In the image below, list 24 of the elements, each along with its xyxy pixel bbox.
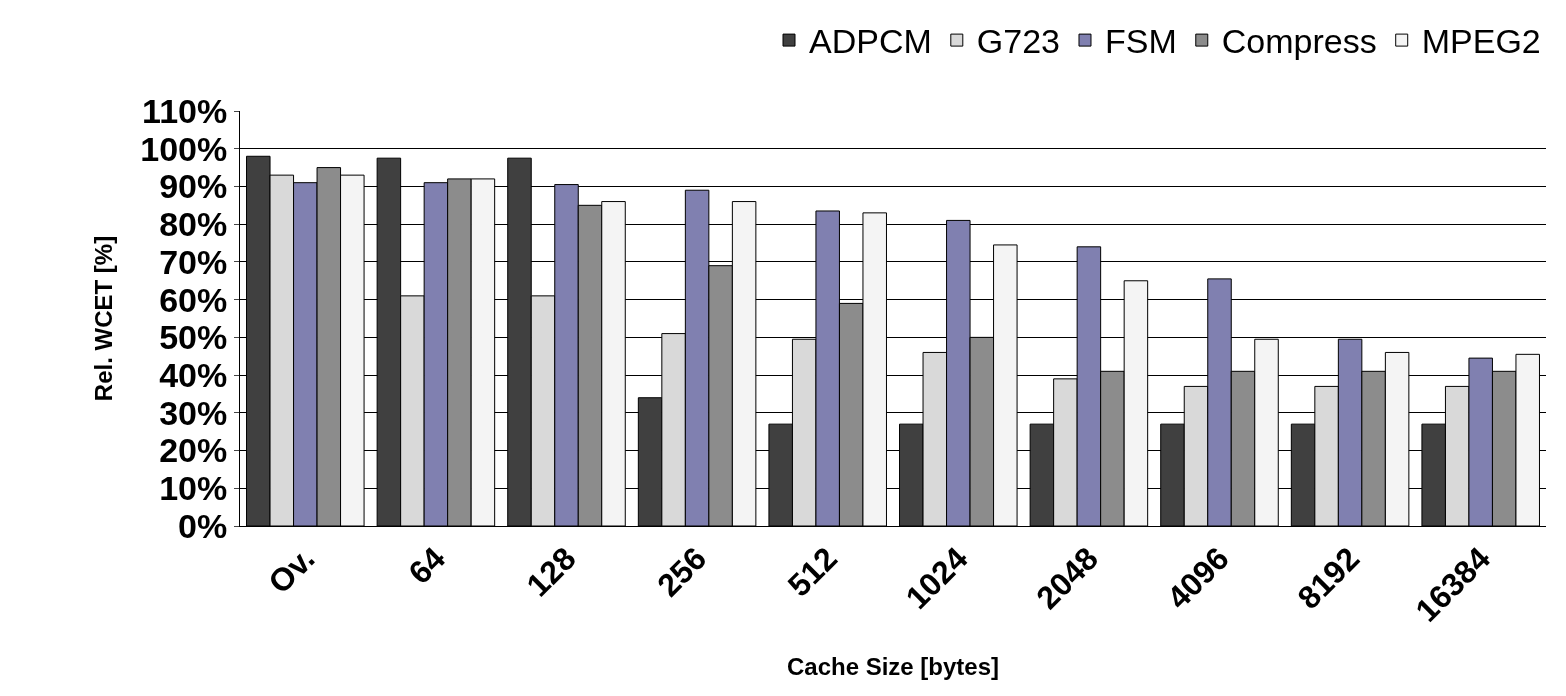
- x-tick-label: 512: [780, 540, 844, 604]
- y-tick-label: 10%: [159, 469, 228, 508]
- y-axis-title: Rel. WCET [%]: [90, 235, 118, 402]
- y-tick-label: 20%: [159, 431, 228, 470]
- y-tick-label: 60%: [159, 280, 228, 319]
- y-tick-label: 40%: [159, 355, 228, 394]
- legend-label: FSM: [1104, 22, 1177, 61]
- x-tick-label: 256: [650, 540, 714, 604]
- y-tick-label: 0%: [178, 506, 228, 545]
- legend-label: ADPCM: [809, 22, 932, 61]
- y-tick-label: 110%: [142, 91, 228, 130]
- legend-label: Compress: [1221, 22, 1377, 61]
- y-tick-label: 100%: [140, 129, 228, 168]
- x-tick-label: 64: [401, 540, 453, 591]
- y-tick-label: 90%: [159, 167, 228, 206]
- x-tick-label: 128: [519, 540, 583, 604]
- y-tick-label: 50%: [159, 318, 228, 357]
- y-tick-label: 70%: [159, 242, 228, 281]
- x-axis-title: Cache Size [bytes]: [786, 652, 1000, 680]
- y-tick-label: 30%: [159, 393, 228, 432]
- y-tick-label: 80%: [159, 205, 228, 244]
- legend-label: G723: [976, 22, 1060, 61]
- legend-label: MPEG2: [1421, 22, 1541, 61]
- x-tick-label: Ov.: [261, 540, 322, 601]
